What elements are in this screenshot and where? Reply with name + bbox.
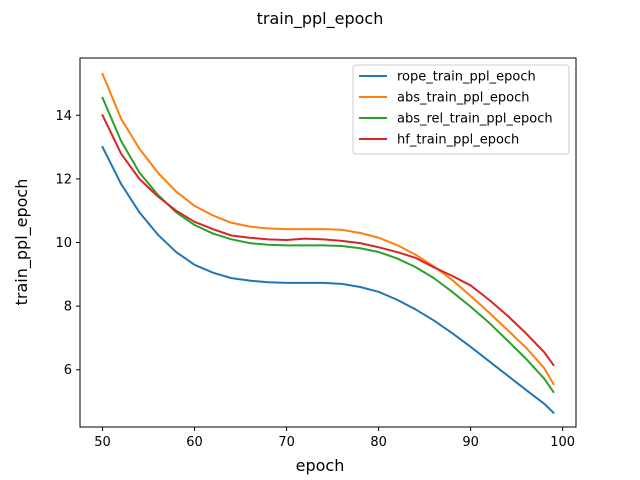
axes: 50 60 70 80 90 100 6 8 10 12 14 — [55, 57, 577, 450]
legend: rope_train_ppl_epoch abs_train_ppl_epocha… — [352, 64, 570, 155]
y-tick-label: 12 — [55, 172, 72, 187]
x-tick-label: 90 — [462, 435, 479, 450]
series-line-hf_train_ppl_epoch — [101, 113, 555, 367]
legend-label: rope_train_ppl_epoch — [397, 70, 536, 85]
x-tick-label: 80 — [370, 435, 387, 450]
series-line-abs_train_ppl_epoch — [101, 72, 555, 386]
legend-label: hf_train_ppl_epoch — [397, 133, 519, 148]
series-line-abs_rel_train_ppl_epoch — [101, 96, 555, 394]
x-tick-label: 60 — [186, 435, 203, 450]
y-axis-label: train_ppl_epoch — [12, 179, 32, 306]
chart-title: train_ppl_epoch — [257, 9, 384, 29]
series-line-rope_train_ppl_epoch — [101, 145, 555, 415]
y-tick-label: 14 — [55, 109, 72, 124]
y-tick-label: 8 — [64, 300, 72, 315]
x-tick-label: 50 — [94, 435, 111, 450]
legend-box — [352, 64, 570, 155]
legend-label: abs_rel_train_ppl_epoch — [397, 112, 553, 127]
x-tick-label: 70 — [278, 435, 295, 450]
plot-area — [101, 72, 555, 415]
x-tick-label: 100 — [550, 435, 575, 450]
x-axis-label: epoch — [296, 456, 345, 475]
y-tick-label: 6 — [64, 363, 72, 378]
legend-label: abs_train_ppl_epoch — [397, 91, 529, 106]
y-tick-label: 10 — [55, 236, 72, 251]
